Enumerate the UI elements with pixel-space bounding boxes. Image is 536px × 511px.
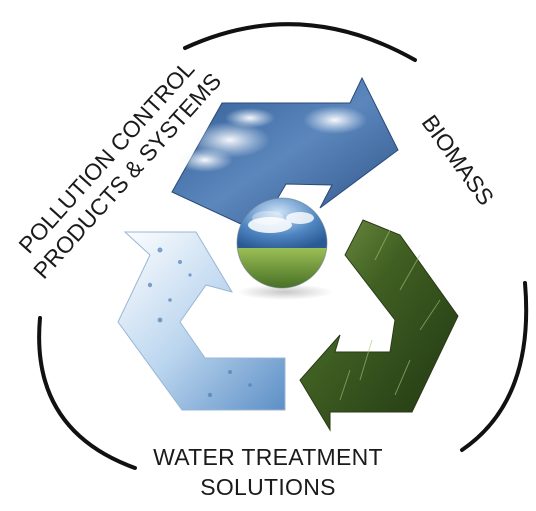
grass-arrow (299, 219, 459, 432)
biomass-label-group: BIOMASS (417, 110, 500, 210)
globe-sphere-icon (236, 197, 333, 300)
pollution-label-line1: POLLUTION CONTROL (13, 56, 199, 259)
sky-arrow (171, 76, 399, 233)
left-arc-line (37, 316, 137, 470)
water-treatment-label-line2: SOLUTIONS (200, 474, 336, 500)
right-arc-line (460, 281, 529, 452)
water-arrow (117, 231, 286, 411)
top-arc-line (183, 22, 417, 62)
water-treatment-label-line1: WATER TREATMENT (153, 444, 383, 470)
biomass-label: BIOMASS (417, 110, 500, 210)
